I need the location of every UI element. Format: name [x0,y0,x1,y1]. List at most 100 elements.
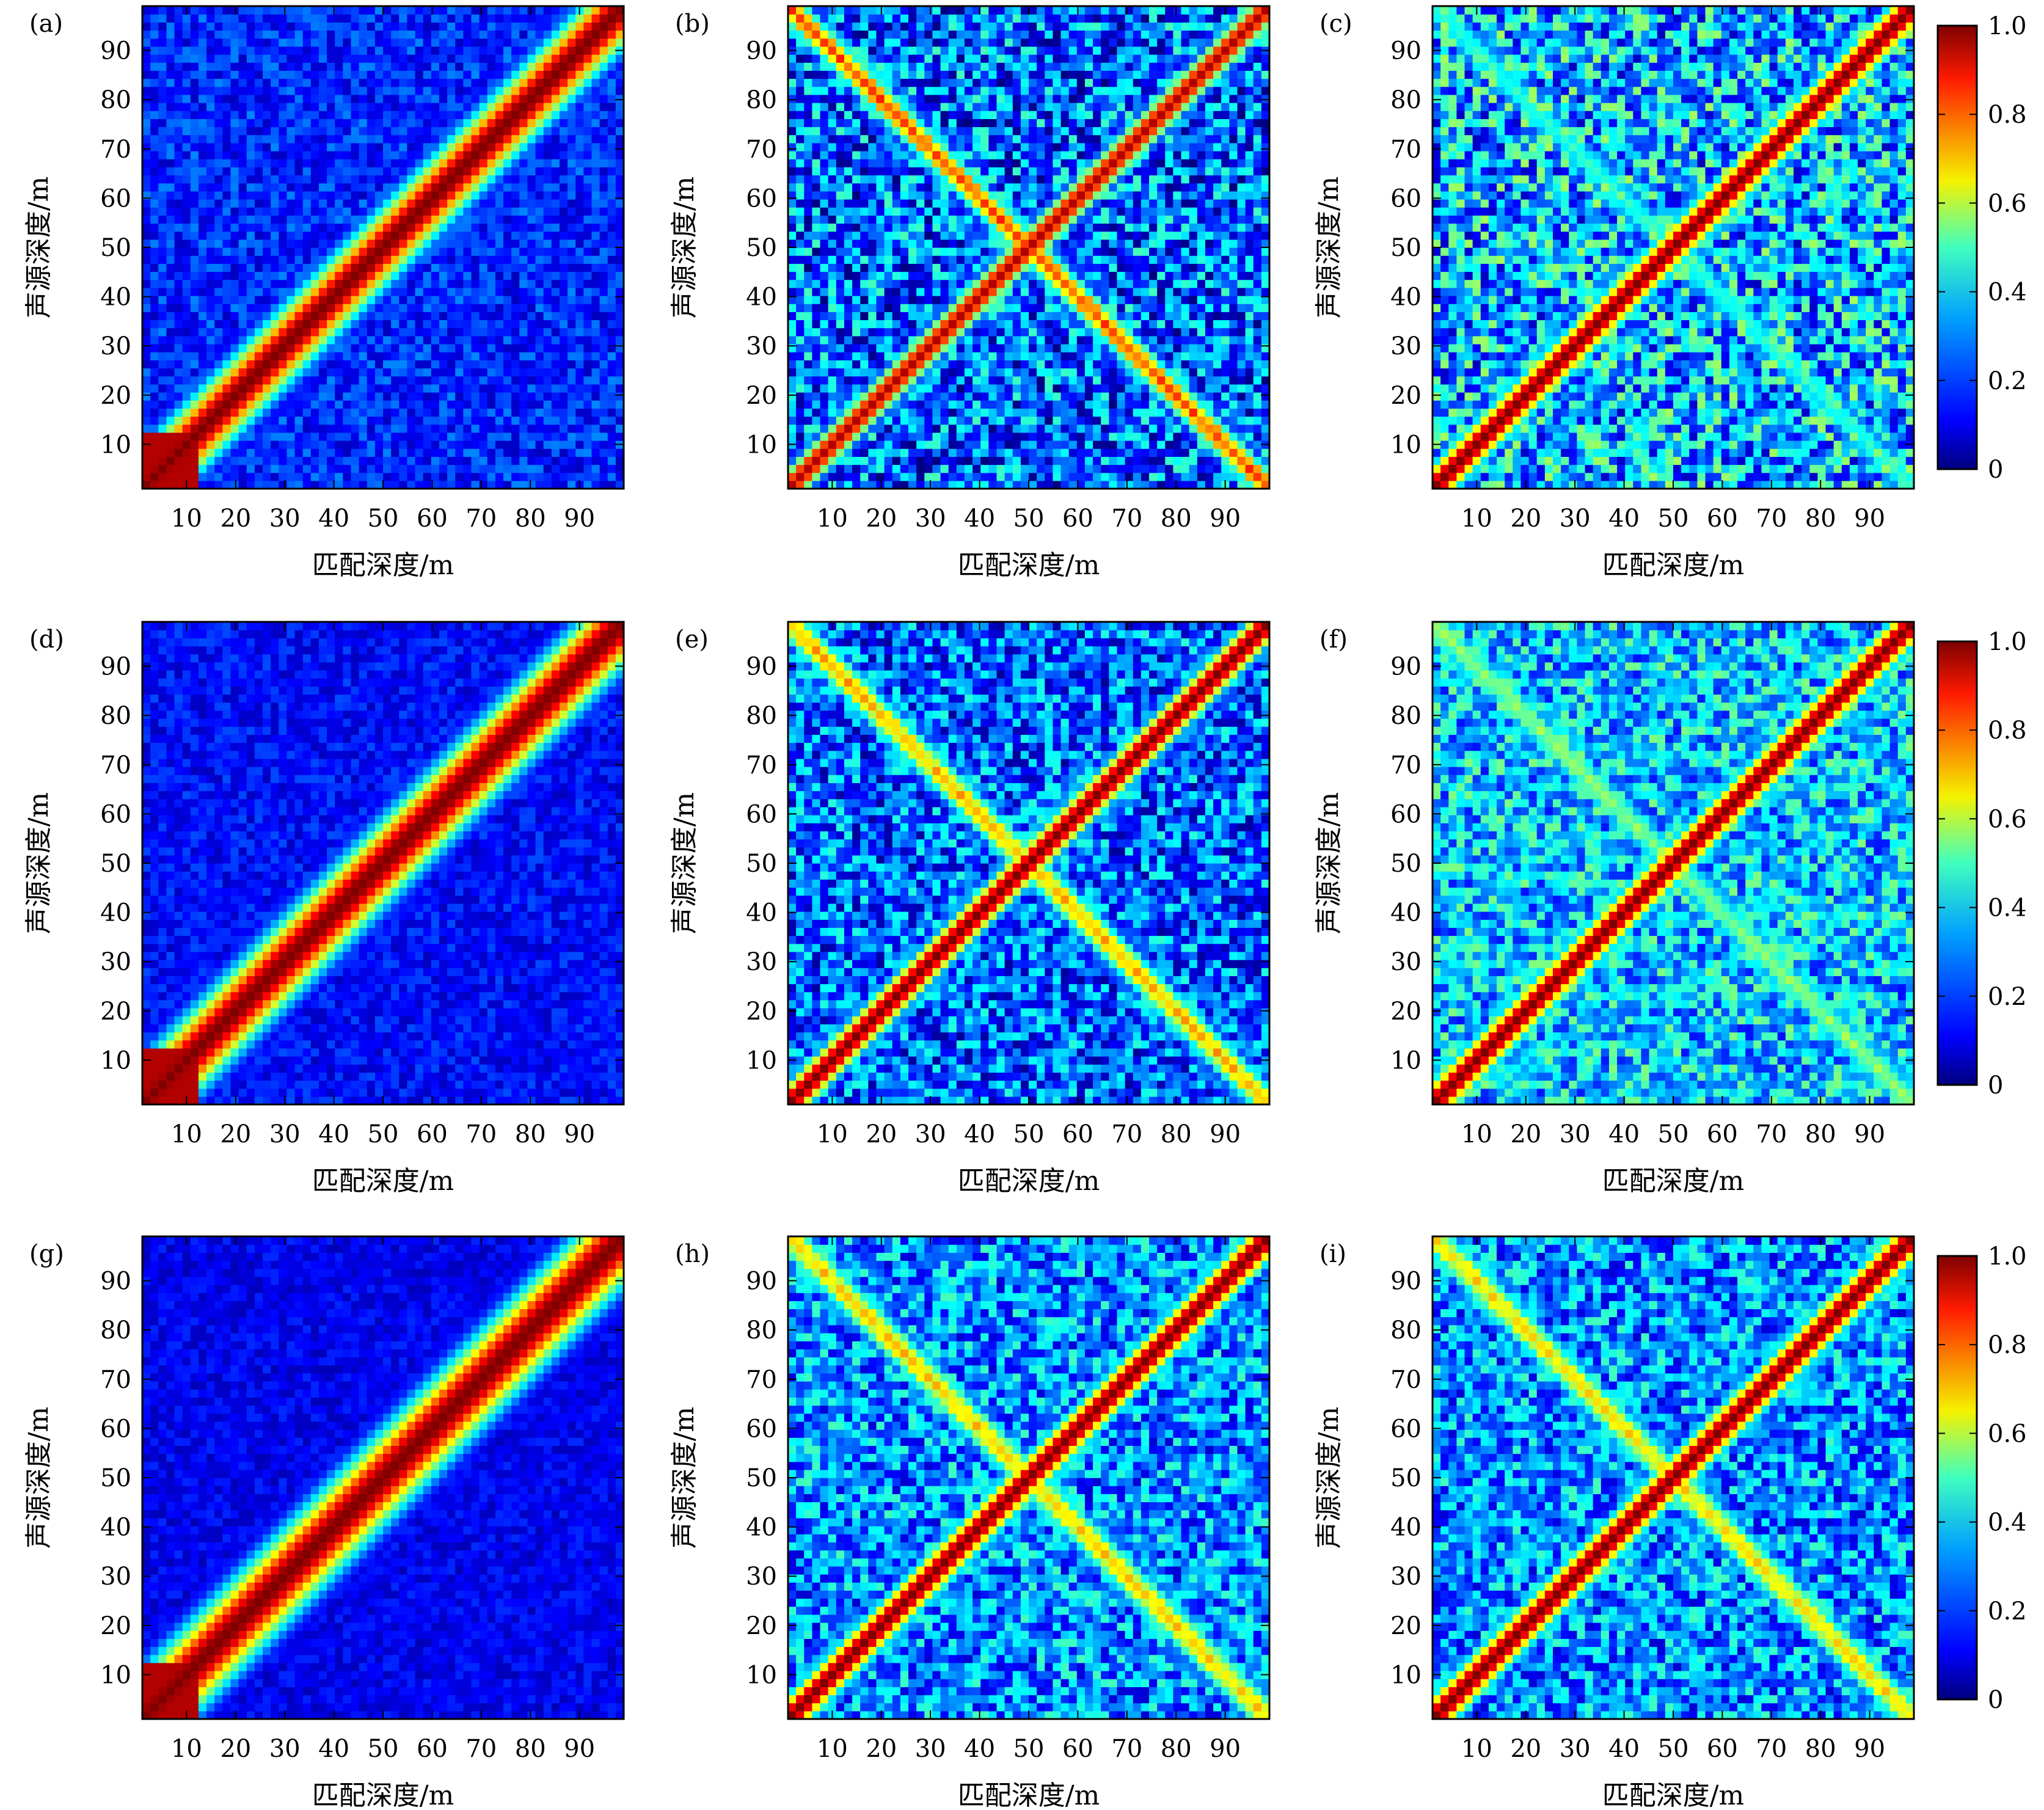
heatmap-cell [263,191,271,200]
heatmap-cell [271,183,279,192]
heatmap-cell [543,304,552,312]
heatmap-cell [996,480,1006,489]
heatmap-cell [1101,440,1109,449]
heatmap-cell [343,199,352,208]
heatmap-cell [343,191,352,200]
heatmap-cell [166,191,175,200]
heatmap-cell [463,215,472,224]
heatmap-cell [1149,408,1158,417]
heatmap-cell [359,392,368,401]
heatmap-cell [471,416,480,425]
heatmap-cell [1221,464,1230,473]
heatmap-cell [214,392,223,401]
heatmap-cell [1245,408,1254,417]
heatmap-cell [1117,408,1126,417]
heatmap-cell [980,319,989,329]
heatmap-cell [535,416,544,425]
heatmap-cell [463,54,472,63]
heatmap-cell [431,126,440,136]
heatmap-cell [568,159,576,167]
heatmap-cell [599,94,608,103]
heatmap-cell [279,472,287,481]
heatmap-cell [788,472,797,481]
heatmap-cell [1189,344,1198,352]
heatmap-cell [230,424,239,433]
heatmap-cell [279,191,287,200]
heatmap-cell [423,14,432,23]
heatmap-cell [1213,480,1222,489]
heatmap-cell [407,46,416,55]
heatmap-cell [1004,335,1013,345]
heatmap-cell [568,424,576,433]
heatmap-cell [182,183,191,192]
heatmap-cell [900,352,909,360]
heatmap-cell [254,327,263,337]
heatmap-cell [158,255,167,264]
heatmap-cell [367,247,376,256]
heatmap-cell [900,456,909,465]
heatmap-cell [1149,327,1158,337]
heatmap-cell [391,352,400,360]
heatmap-cell [559,175,568,184]
heatmap-cell [447,416,456,425]
heatmap-cell [294,319,304,329]
heatmap-cell [568,239,576,248]
heatmap-cell [583,62,593,71]
heatmap-cell [615,360,624,369]
heatmap-cell [335,416,343,425]
heatmap-cell [996,360,1006,369]
heatmap-cell [374,6,384,15]
heatmap-cell [487,231,496,240]
heatmap-cell [559,134,568,144]
heatmap-cell [479,175,488,184]
heatmap-cell [812,304,821,312]
heatmap-cell [607,384,616,393]
heatmap-cell [254,22,263,31]
heatmap-cell [367,448,376,457]
heatmap-cell [271,440,279,449]
heatmap-cell [158,78,167,87]
heatmap-cell [367,287,376,296]
heatmap-cell [948,376,957,385]
heatmap-cell [374,384,384,393]
heatmap-cell [150,207,159,216]
heatmap-cell [1189,456,1198,465]
heatmap-cell [852,472,861,481]
heatmap-cell [575,360,584,369]
heatmap-cell [174,231,183,240]
heatmap-cell [1165,464,1173,473]
heatmap-cell [495,111,504,119]
heatmap-cell [439,368,448,377]
heatmap-cell [607,335,616,345]
heatmap-cell [374,312,384,321]
heatmap-cell [503,440,512,449]
heatmap-cell [383,151,392,159]
heatmap-cell [495,432,504,441]
heatmap-cell [182,432,191,441]
heatmap-cell [367,480,376,489]
heatmap-cell [471,167,480,176]
heatmap-cell [271,54,279,63]
heatmap-cell [174,62,183,71]
heatmap-cell [1165,416,1173,425]
heatmap-cell [246,432,255,441]
heatmap-cell [343,78,352,87]
heatmap-cell [1117,319,1126,329]
heatmap-cell [335,239,343,248]
heatmap-cell [1261,416,1270,425]
heatmap-cell [1133,392,1142,401]
heatmap-cell [343,327,352,337]
heatmap-cell [948,440,957,449]
heatmap-cell [1237,480,1246,489]
heatmap-cell [214,408,223,417]
heatmap-cell [399,271,407,280]
heatmap-cell [479,432,488,441]
heatmap-cell [367,6,376,15]
heatmap-cell [447,312,456,321]
heatmap-cell [543,86,552,95]
heatmap-cell [527,392,536,401]
heatmap-cell [198,408,207,417]
heatmap-cell [214,175,223,184]
heatmap-cell [230,376,239,385]
heatmap-cell [543,159,552,167]
